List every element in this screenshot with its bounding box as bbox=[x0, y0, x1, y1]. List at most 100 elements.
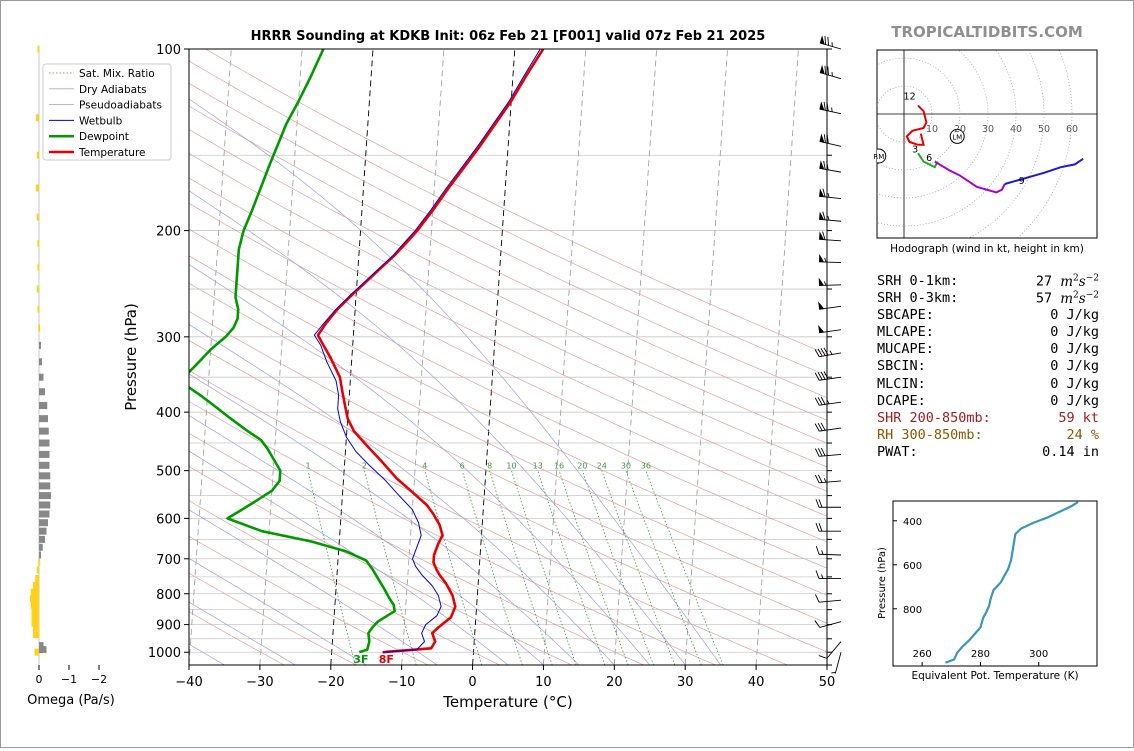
omega-bar bbox=[37, 214, 39, 221]
barb-flag bbox=[816, 571, 819, 579]
x-tick-label: 50 bbox=[819, 675, 836, 690]
omega-bar bbox=[36, 185, 39, 192]
mixing-ratio-label: 13 bbox=[533, 462, 543, 471]
barb-staff bbox=[819, 428, 841, 431]
index-label: MLCAPE: bbox=[877, 324, 934, 340]
index-label: PWAT: bbox=[877, 444, 918, 460]
wind-barb bbox=[819, 160, 841, 172]
omega-bar bbox=[31, 589, 39, 596]
barb-half-flag bbox=[832, 108, 833, 112]
hodograph-caption: Hodograph (wind in kt, height in km) bbox=[890, 243, 1084, 255]
omega-bar bbox=[33, 582, 39, 589]
chart-title: HRRR Sounding at KDKB Init: 06z Feb 21 [… bbox=[251, 29, 766, 44]
index-value: 0 J/kg bbox=[1050, 393, 1099, 409]
barb-flag bbox=[824, 102, 825, 110]
omega-bar bbox=[39, 544, 43, 551]
index-row: RH 300-850mb:24 % bbox=[877, 427, 1107, 444]
index-row: PWAT:0.14 in bbox=[877, 444, 1107, 461]
wind-barb bbox=[820, 35, 841, 49]
isotherm-40 bbox=[756, 49, 798, 665]
omega-bar bbox=[39, 510, 50, 517]
barb-staff bbox=[820, 73, 841, 79]
barb-staff bbox=[819, 454, 841, 456]
wind-barb bbox=[820, 134, 841, 147]
isotherm-50 bbox=[827, 49, 869, 665]
y-tick-label: 500 bbox=[156, 465, 181, 480]
unit-part: m bbox=[1060, 274, 1073, 290]
mixing-ratio-line bbox=[626, 471, 701, 665]
omega-bar bbox=[38, 306, 40, 313]
barb-half-flag bbox=[824, 478, 826, 482]
barb-pennant bbox=[818, 325, 824, 333]
mixing-ratio-label: 30 bbox=[621, 462, 631, 471]
wind-barb bbox=[815, 348, 841, 357]
hodo-ring-label: 10 bbox=[926, 124, 938, 135]
theta-e-y-tick-label: 600 bbox=[903, 561, 922, 572]
unit-part: −2 bbox=[1086, 290, 1099, 300]
index-value: 24 % bbox=[1066, 427, 1099, 443]
mixing-ratio-line bbox=[512, 471, 577, 665]
barb-flag bbox=[819, 523, 822, 531]
barb-staff bbox=[819, 219, 841, 221]
index-value: 0 J/kg bbox=[1050, 341, 1099, 357]
wind-barb bbox=[815, 448, 841, 456]
omega-tick-label: 0 bbox=[36, 673, 43, 686]
wind-barb bbox=[816, 546, 841, 555]
mixing-ratio-label: 1 bbox=[305, 462, 310, 471]
barb-flag bbox=[824, 161, 826, 169]
x-tick-label: 40 bbox=[748, 675, 765, 690]
theta-e-y-label: Pressure (hPa) bbox=[877, 547, 888, 619]
omega-bar bbox=[38, 264, 40, 271]
barb-staff bbox=[820, 43, 841, 49]
mixing-ratio-label: 16 bbox=[554, 462, 564, 471]
x-tick-label: 20 bbox=[606, 675, 623, 690]
omega-bar bbox=[38, 240, 40, 247]
barb-staff bbox=[835, 652, 841, 673]
index-row: SRH 0-1km:27 m2s−2 bbox=[877, 273, 1107, 290]
unit-part: −2 bbox=[1086, 273, 1099, 283]
legend-label: Pseudoadiabats bbox=[79, 100, 162, 112]
legend-label: Sat. Mix. Ratio bbox=[79, 68, 155, 80]
barb-flag bbox=[816, 546, 819, 554]
wind-barb bbox=[816, 499, 841, 507]
index-label: SHR 200-850mb: bbox=[877, 410, 991, 426]
barb-pennant bbox=[820, 35, 825, 44]
omega-bar bbox=[39, 528, 47, 535]
omega-bar bbox=[39, 482, 50, 489]
barb-staff bbox=[827, 642, 841, 659]
barb-flag bbox=[825, 36, 826, 45]
index-row: DCAPE:0 J/kg bbox=[877, 393, 1107, 410]
omega-bar bbox=[39, 642, 44, 649]
barb-flag bbox=[821, 448, 825, 456]
x-tick-label: −10 bbox=[388, 675, 415, 690]
hodo-ring-label: 60 bbox=[1066, 124, 1078, 135]
omega-bar bbox=[39, 451, 50, 458]
omega-bar bbox=[38, 559, 40, 566]
theta-e-y-tick-label: 800 bbox=[903, 605, 922, 616]
omega-bar bbox=[37, 566, 39, 573]
omega-bar bbox=[39, 342, 41, 349]
x-tick-label: −40 bbox=[175, 675, 202, 690]
index-value: 0 J/kg bbox=[1050, 358, 1099, 374]
omega-bar bbox=[39, 415, 48, 422]
omega-bar bbox=[36, 114, 39, 121]
mixing-ratio-label: 36 bbox=[641, 462, 651, 471]
legend-label: Temperature bbox=[78, 147, 146, 159]
theta-e-x-tick-label: 260 bbox=[913, 649, 932, 660]
omega-bar bbox=[39, 388, 45, 395]
y-tick-label: 1000 bbox=[148, 646, 181, 661]
x-tick-label: 10 bbox=[535, 675, 552, 690]
pseudoadiabat bbox=[1, 278, 295, 665]
omega-tick-label: −2 bbox=[91, 673, 107, 686]
wind-barb bbox=[820, 65, 841, 79]
wind-barb bbox=[815, 371, 841, 380]
theta-e-x-tick-label: 300 bbox=[1029, 649, 1048, 660]
hodograph-frame bbox=[877, 50, 1097, 238]
wind-barb bbox=[815, 594, 841, 602]
index-number: 27 bbox=[1036, 274, 1060, 290]
isotherm-10 bbox=[543, 49, 585, 665]
x-tick-label: −30 bbox=[246, 675, 273, 690]
barb-staff bbox=[819, 109, 841, 114]
index-label: SBCIN: bbox=[877, 358, 926, 374]
omega-bar bbox=[38, 324, 40, 331]
